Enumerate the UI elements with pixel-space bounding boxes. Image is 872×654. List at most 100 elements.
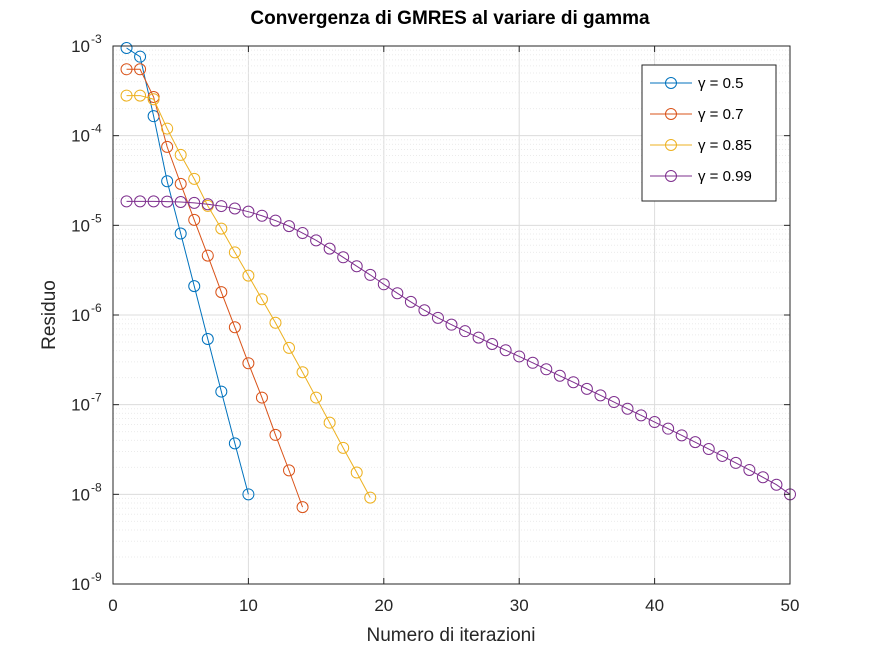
data-point <box>499 344 512 357</box>
data-point <box>729 456 742 469</box>
data-point <box>296 227 309 240</box>
legend-label: γ = 0.85 <box>698 137 752 154</box>
y-tick-label: 10 <box>71 127 90 146</box>
data-point <box>134 50 147 63</box>
legend-marker <box>665 108 677 120</box>
data-point <box>147 93 160 106</box>
data-point <box>188 213 201 226</box>
data-point <box>580 382 593 395</box>
data-point <box>350 466 363 479</box>
data-point <box>445 318 458 331</box>
data-point <box>120 63 133 76</box>
legend-label: γ = 0.5 <box>698 75 743 92</box>
data-point <box>201 249 214 262</box>
data-point <box>228 321 241 334</box>
data-point <box>337 441 350 454</box>
x-tick-label: 50 <box>781 596 800 615</box>
series-line <box>126 200 791 495</box>
data-point <box>635 409 648 422</box>
series-line <box>126 47 249 495</box>
data-point <box>648 416 661 429</box>
data-point <box>120 89 133 102</box>
data-point <box>255 209 268 222</box>
data-point <box>228 246 241 259</box>
data-point <box>283 341 296 354</box>
data-point <box>283 464 296 477</box>
y-tick-label: 10 <box>71 216 90 235</box>
y-tick-label: 10 <box>71 306 90 325</box>
data-point <box>594 389 607 402</box>
legend-label: γ = 0.99 <box>698 168 752 185</box>
data-point <box>310 391 323 404</box>
data-point <box>459 325 472 338</box>
data-point <box>567 376 580 389</box>
data-point <box>540 363 553 376</box>
legend-marker <box>665 139 677 151</box>
data-point <box>228 437 241 450</box>
data-point <box>174 177 187 190</box>
x-tick-label: 10 <box>239 596 258 615</box>
data-point <box>770 478 783 491</box>
data-point <box>161 195 174 208</box>
data-point <box>255 391 268 404</box>
data-point <box>404 295 417 308</box>
x-tick-label: 20 <box>374 596 393 615</box>
y-tick-label: 10 <box>71 396 90 415</box>
data-point <box>120 41 133 54</box>
data-point <box>215 200 228 213</box>
data-point <box>161 175 174 188</box>
data-point <box>377 278 390 291</box>
data-point <box>621 402 634 415</box>
data-point <box>323 242 336 255</box>
data-point <box>134 195 147 208</box>
data-point <box>188 280 201 293</box>
y-tick-label-exponent: -3 <box>91 32 102 46</box>
data-point <box>161 122 174 135</box>
data-point <box>743 463 756 476</box>
data-point <box>242 205 255 218</box>
series-line <box>126 95 371 498</box>
series-2 <box>120 63 309 514</box>
chart-title: Convergenza di GMRES al variare di gamma <box>250 8 650 29</box>
y-tick-label-exponent: -4 <box>91 122 102 136</box>
data-point <box>161 140 174 153</box>
data-point <box>174 227 187 240</box>
data-point <box>215 385 228 398</box>
x-tick-label: 40 <box>645 596 664 615</box>
data-point <box>242 269 255 282</box>
y-tick-label-exponent: -6 <box>91 301 102 315</box>
data-point <box>147 195 160 208</box>
data-point <box>228 202 241 215</box>
data-point <box>215 222 228 235</box>
data-point <box>607 396 620 409</box>
data-point <box>134 89 147 102</box>
data-point <box>242 488 255 501</box>
data-point <box>188 196 201 209</box>
y-tick-label: 10 <box>71 575 90 594</box>
data-point <box>201 198 214 211</box>
x-tick-label: 0 <box>108 596 117 615</box>
data-point <box>675 429 688 442</box>
data-point <box>188 172 201 185</box>
legend-marker <box>665 77 677 89</box>
data-point <box>513 350 526 363</box>
data-point <box>215 286 228 299</box>
data-point <box>418 304 431 317</box>
y-tick-label-exponent: -7 <box>91 391 102 405</box>
data-point <box>662 422 675 435</box>
y-tick-label-exponent: -5 <box>91 211 102 225</box>
legend: γ = 0.5 γ = 0.7 γ = 0.85 γ = 0.99 <box>641 64 777 202</box>
data-point <box>756 471 769 484</box>
data-point <box>702 443 715 456</box>
series-1 <box>120 41 255 501</box>
y-tick-label: 10 <box>71 485 90 504</box>
data-point <box>350 260 363 273</box>
data-point <box>337 251 350 264</box>
data-point <box>472 331 485 344</box>
data-point <box>174 196 187 209</box>
series-4 <box>120 195 796 501</box>
data-point <box>242 357 255 370</box>
data-point <box>255 293 268 306</box>
data-point <box>323 416 336 429</box>
